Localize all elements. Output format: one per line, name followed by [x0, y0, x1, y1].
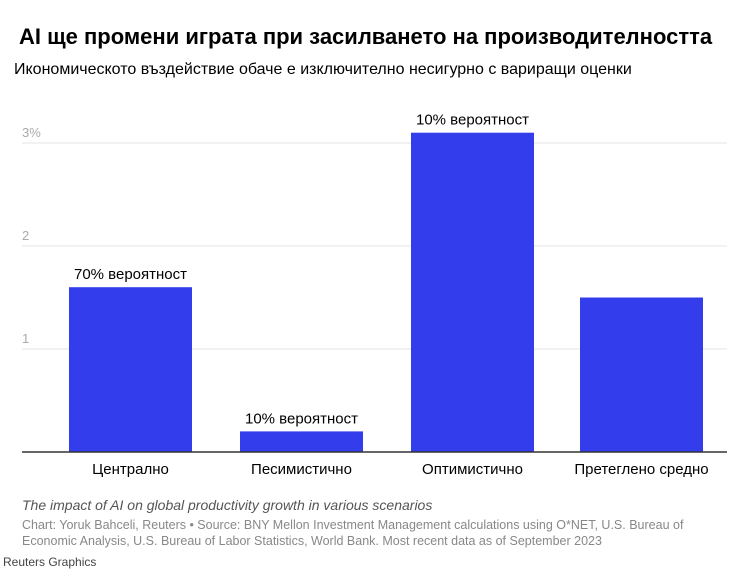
y-tick-label: 3%: [22, 125, 41, 140]
bar: [411, 132, 534, 452]
chart-caption: The impact of AI on global productivity …: [22, 497, 433, 513]
data-label: 70% вероятност: [74, 266, 187, 283]
bar: [69, 287, 192, 452]
y-tick-label: 1: [22, 331, 29, 346]
x-tick-label: Оптимистично: [422, 461, 523, 478]
x-tick-label: Централно: [92, 461, 169, 478]
y-tick-label: 2: [22, 228, 29, 243]
data-label: 10% вероятност: [245, 410, 358, 427]
bar: [240, 431, 363, 452]
chart-title: AI ще промени играта при засилването на …: [19, 24, 713, 49]
bar-chart: 1 2 3% 70% вероятност Централно 10% вероятнос…: [22, 112, 727, 478]
source-note: Chart: Yoruk Bahceli, Reuters • Source: …: [22, 518, 684, 548]
data-label: 10% вероятност: [416, 112, 529, 129]
chart-subtitle: Икономическото въздействие обаче е изклю…: [14, 61, 632, 78]
x-tick-label: Претеглено средно: [574, 461, 708, 478]
credit: Reuters Graphics: [3, 555, 97, 569]
bar: [580, 297, 703, 452]
x-tick-label: Песимистично: [251, 461, 352, 478]
